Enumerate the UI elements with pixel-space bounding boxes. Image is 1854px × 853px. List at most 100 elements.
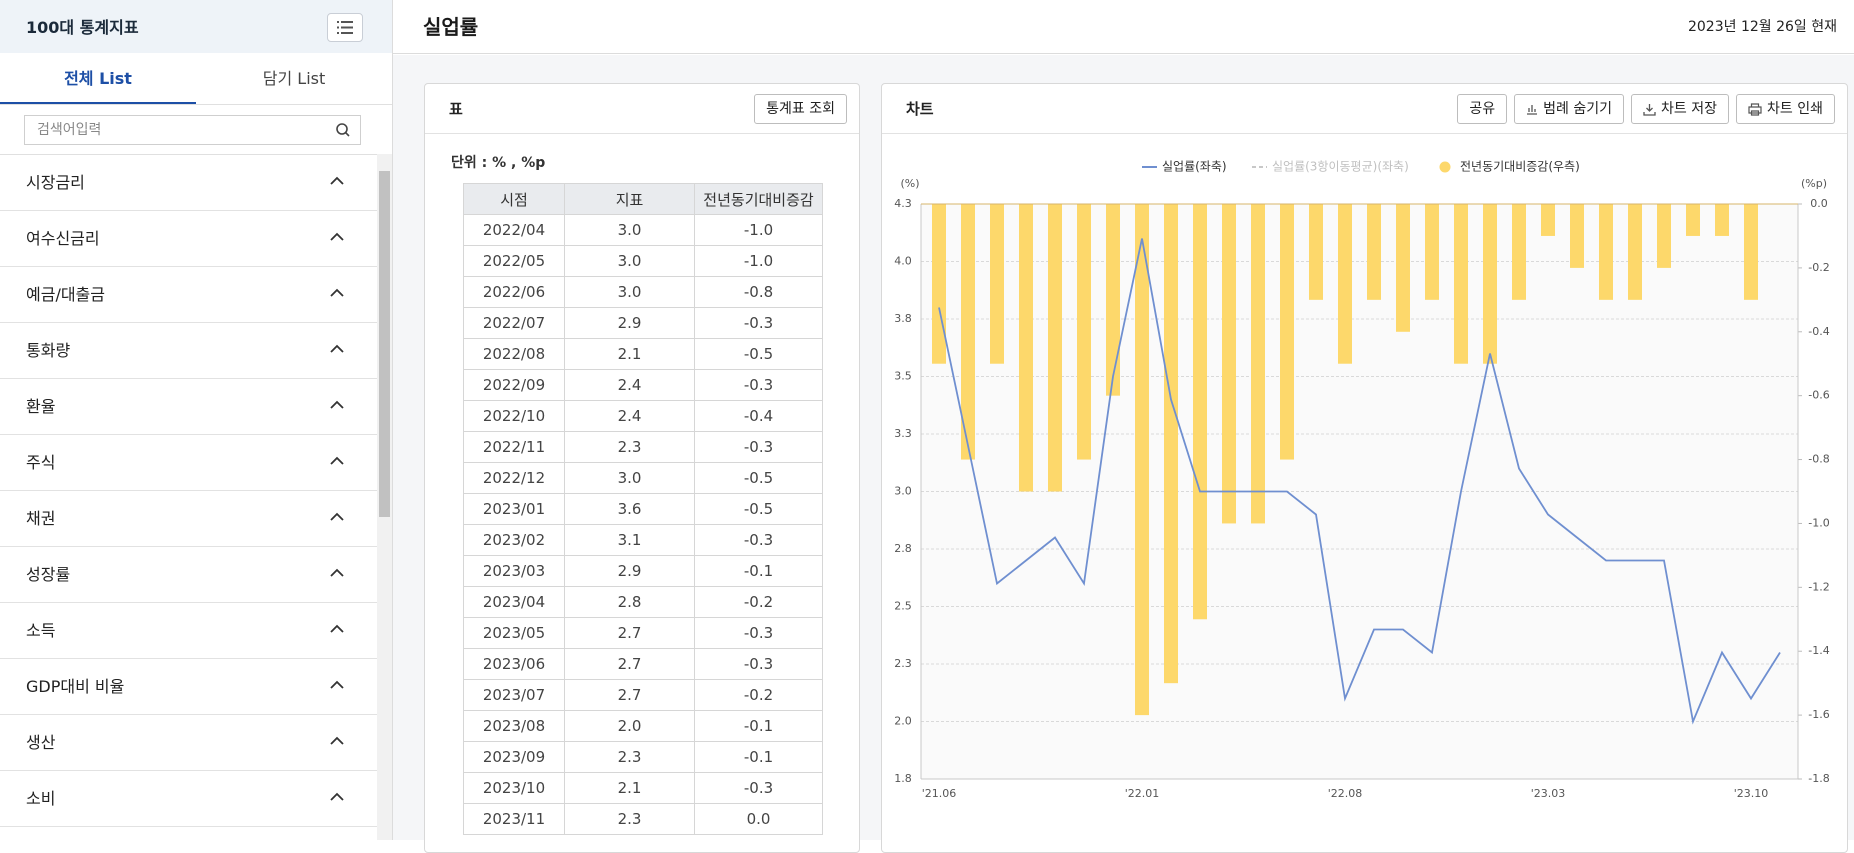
bar (1686, 204, 1700, 236)
chart: 1.8 2.0 2.3 2.5 2.8 3.0 3.3 3.5 3.8 4.0 4.3 0.0 -0.2… (894, 160, 1829, 801)
table-cell: 2022/04 (463, 214, 565, 246)
header: 실업률 2023년 12월 26일 현재 (393, 0, 1854, 54)
tab[interactable]: 담기 List (262, 69, 326, 88)
table-row: 2022/12 3.0 -0.5 (463, 462, 823, 494)
menu-item[interactable]: 주식 (0, 435, 377, 491)
print-button[interactable]: 차트 인쇄 (1736, 94, 1835, 124)
button-label: 차트 저장 (1661, 101, 1718, 117)
y-axis-unit: (%) (900, 177, 919, 190)
sidebar-title: 100대 통계지표 (0, 0, 392, 53)
y-tick-label: 1.8 (894, 772, 912, 785)
menu-item[interactable]: 성장률 (0, 547, 377, 603)
menu-button[interactable] (327, 13, 363, 42)
table-cell: -0.3 (694, 524, 823, 556)
table-cell: 2.3 (564, 431, 695, 463)
bar (1077, 204, 1091, 460)
legend-toggle-button[interactable]: 범례 숨기기 (1514, 94, 1625, 124)
menu-item[interactable]: 소득 (0, 603, 377, 659)
menu-item[interactable]: 생산 (0, 715, 377, 771)
menu-item[interactable]: 시장금리 (0, 155, 377, 211)
table-row: 2023/05 2.7 -0.3 (463, 617, 823, 649)
table-cell: 2023/11 (463, 803, 565, 835)
tabs: 전체 List 담기 List (0, 53, 392, 105)
legend-label: 실업률(3항이동평균)(좌축) (1272, 160, 1409, 174)
menu-item-label: 여수신금리 (26, 229, 100, 248)
table-cell: -0.5 (694, 338, 823, 370)
table-button[interactable]: 통계표 조회 (754, 94, 847, 124)
bar (1367, 204, 1381, 300)
bar (1222, 204, 1236, 524)
table-cell: 3.0 (564, 214, 695, 246)
table-cell: 2.4 (564, 369, 695, 401)
y2-tick-label: 0.0 (1810, 197, 1828, 210)
share-button[interactable]: 공유 (1457, 94, 1508, 124)
menu-item-label: 소비 (26, 789, 56, 808)
y-tick-label: 2.5 (894, 600, 912, 613)
table-cell: 2.3 (564, 803, 695, 835)
menu-item[interactable]: 통화량 (0, 323, 377, 379)
y-tick-label: 3.8 (894, 312, 912, 325)
table-cell: 2023/01 (463, 493, 565, 525)
menu-item[interactable]: 환율 (0, 379, 377, 435)
header-row: 시점 지표 전년동기대비증감 (463, 183, 823, 215)
bar (1251, 204, 1265, 524)
search-box[interactable]: 검색어입력 (24, 115, 361, 145)
legend-label: 전년동기대비증감(우측) (1460, 160, 1580, 174)
y-tick-label: 3.5 (894, 370, 912, 383)
button-label: 범례 숨기기 (1543, 101, 1613, 117)
table-cell: 2023/04 (463, 586, 565, 618)
chevron-icon (330, 176, 344, 185)
table-row: 2023/01 3.6 -0.5 (463, 493, 823, 525)
tab[interactable]: 전체 List (0, 53, 196, 104)
menu-item[interactable]: GDP대비 비율 (0, 659, 377, 715)
menu-item-label: 시장금리 (26, 173, 85, 192)
scrollbar-thumb[interactable] (379, 171, 390, 517)
y-tick-label: 2.8 (894, 542, 912, 555)
table-cell: -0.5 (694, 462, 823, 494)
menu-item-label: GDP대비 비율 (26, 677, 125, 696)
table-row: 2022/08 2.1 -0.5 (463, 338, 823, 370)
menu-item[interactable]: 예금/대출금 (0, 267, 377, 323)
search-icon (336, 123, 350, 137)
bar (1396, 204, 1410, 332)
date: 2023년 12월 26일 현재 (1687, 19, 1837, 35)
table-cell: -0.3 (694, 648, 823, 680)
column-header: 시점 (463, 183, 565, 215)
table-cell: -1.0 (694, 245, 823, 277)
bar (1106, 204, 1120, 396)
table-cell: -0.1 (694, 555, 823, 587)
table-cell: -0.3 (694, 307, 823, 339)
table-cell: 2.8 (564, 586, 695, 618)
panel-header (882, 84, 1847, 134)
chevron-icon (330, 512, 344, 521)
y2-tick-label: -0.6 (1808, 389, 1829, 402)
bar (1048, 204, 1062, 492)
table-row: 2022/11 2.3 -0.3 (463, 431, 823, 463)
bar (1454, 204, 1468, 364)
panel-title: 차트 (906, 100, 934, 118)
chevron-icon (330, 232, 344, 241)
table-cell: 2.3 (564, 741, 695, 773)
table-cell: 2023/08 (463, 710, 565, 742)
table-cell: 2022/06 (463, 276, 565, 308)
menu-item[interactable]: 소비 (0, 771, 377, 827)
table-row: 2022/05 3.0 -1.0 (463, 245, 823, 277)
line (938, 238, 1781, 725)
icon (1643, 103, 1656, 116)
menu-item[interactable]: 투자 (0, 827, 377, 840)
y2-tick-label: -1.6 (1808, 708, 1829, 721)
menu-item[interactable]: 여수신금리 (0, 211, 377, 267)
table-cell: -0.1 (694, 710, 823, 742)
menu-item[interactable]: 채권 (0, 491, 377, 547)
column-header: 지표 (564, 183, 695, 215)
table-cell: 2022/11 (463, 431, 565, 463)
save-button[interactable]: 차트 저장 (1631, 94, 1730, 124)
table-cell: -0.4 (694, 400, 823, 432)
table-cell: -1.0 (694, 214, 823, 246)
menu-item-label: 성장률 (26, 565, 71, 584)
bar (1280, 204, 1294, 460)
y2-tick-label: -1.2 (1808, 580, 1829, 593)
y2-tick-label: -0.8 (1808, 453, 1829, 466)
